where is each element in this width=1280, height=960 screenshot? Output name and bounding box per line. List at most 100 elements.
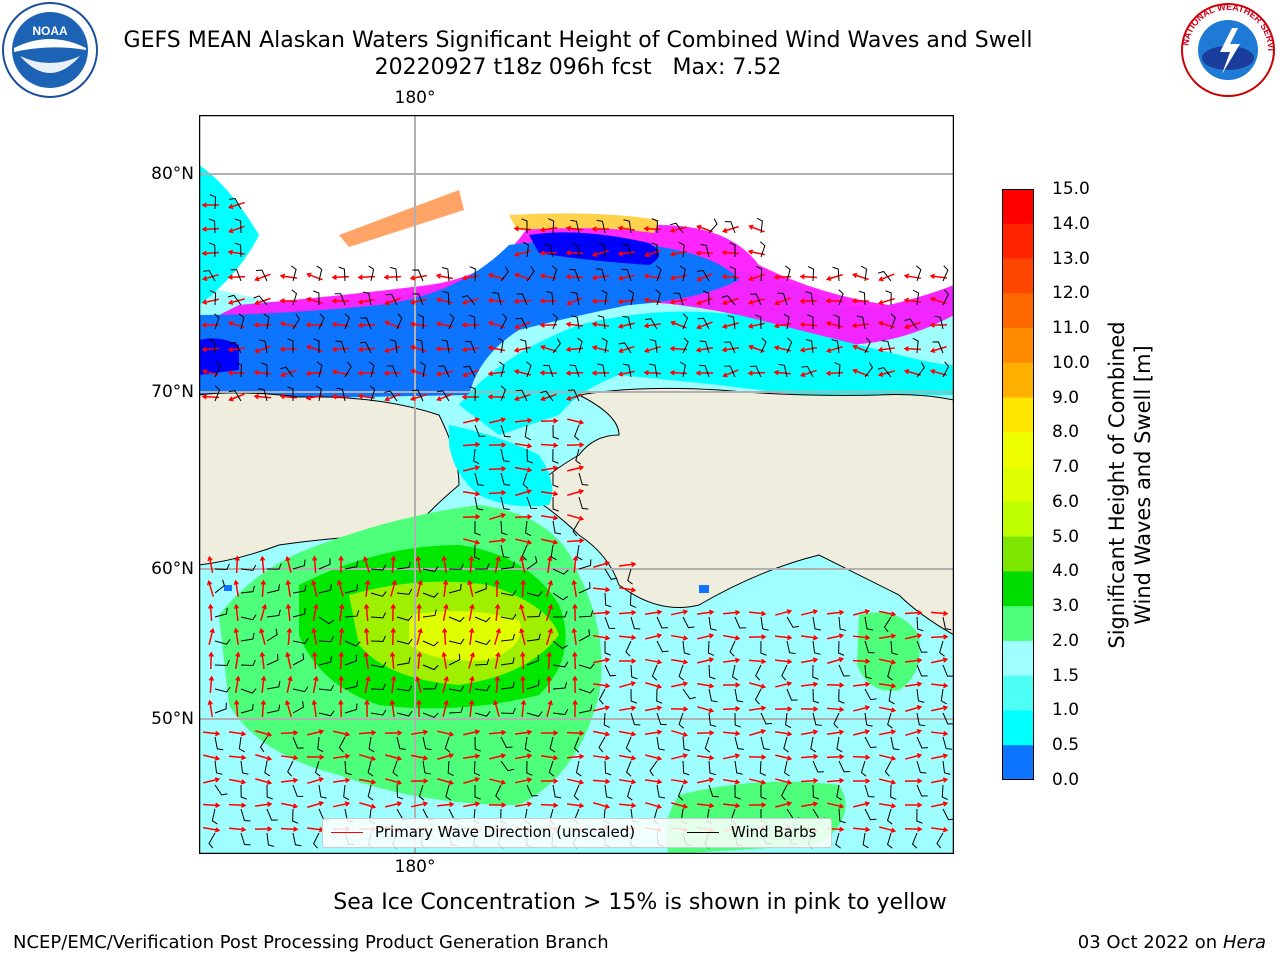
wave-arrow bbox=[879, 778, 895, 784]
wave-arrow-head bbox=[540, 396, 546, 402]
wave-arrow bbox=[904, 347, 922, 351]
wave-arrow bbox=[235, 700, 239, 718]
colorbar-axis-label-line1: Significant Height of Combined bbox=[1105, 321, 1129, 649]
wave-arrow-head bbox=[761, 802, 767, 808]
wave-arrow bbox=[338, 581, 344, 597]
wave-arrow-head bbox=[201, 322, 207, 328]
wave-arrow bbox=[827, 345, 843, 353]
wind-barb bbox=[596, 219, 606, 234]
wind-barb bbox=[552, 338, 562, 354]
wind-barb bbox=[569, 268, 580, 282]
wind-barb bbox=[515, 317, 528, 330]
wave-arrow bbox=[904, 683, 922, 687]
wave-arrow bbox=[749, 729, 765, 737]
wind-barb bbox=[344, 313, 350, 330]
arctic-deep-blue-left bbox=[199, 338, 239, 375]
wave-arrow bbox=[333, 730, 349, 736]
wave-arrow-head bbox=[357, 274, 363, 280]
lat-label-80: 80°N bbox=[151, 164, 194, 184]
wave-arrow bbox=[261, 556, 265, 574]
wave-arrow bbox=[931, 706, 947, 712]
wave-arrow-head bbox=[311, 555, 318, 561]
wind-barb bbox=[864, 362, 874, 378]
wind-barb bbox=[338, 266, 346, 282]
colorbar-cell bbox=[1002, 501, 1034, 538]
wind-barb bbox=[474, 784, 481, 800]
wind-barb bbox=[474, 639, 491, 646]
wind-barb bbox=[266, 808, 278, 821]
wave-arrow-head bbox=[669, 345, 675, 352]
wind-barb bbox=[916, 760, 927, 774]
wave-arrow bbox=[306, 827, 324, 831]
wave-arrow-head bbox=[773, 369, 779, 376]
colorbar-cell bbox=[1002, 189, 1034, 225]
wave-arrow-head bbox=[526, 753, 533, 759]
wind-barb bbox=[942, 760, 951, 775]
wind-barb bbox=[678, 664, 684, 681]
wave-arrow bbox=[442, 652, 448, 670]
wave-arrow-head bbox=[877, 346, 884, 353]
wind-barb bbox=[884, 760, 892, 777]
wave-arrow bbox=[671, 226, 687, 232]
wave-arrow bbox=[748, 707, 766, 711]
wave-arrow-head bbox=[435, 321, 442, 327]
wind-barb bbox=[570, 291, 580, 306]
wave-arrow-head bbox=[370, 755, 377, 762]
wave-arrow bbox=[280, 731, 298, 735]
wave-arrow-head bbox=[279, 298, 285, 304]
wave-arrow bbox=[203, 754, 219, 760]
wave-arrow bbox=[775, 297, 791, 305]
wave-arrow bbox=[540, 514, 558, 520]
wave-arrow-head bbox=[800, 372, 806, 378]
wind-barb bbox=[344, 680, 359, 690]
wave-arrow-head bbox=[383, 274, 389, 280]
wave-arrow bbox=[203, 273, 219, 281]
wave-arrow bbox=[332, 395, 350, 399]
wave-arrow-head bbox=[241, 826, 247, 833]
wave-arrow-head bbox=[357, 393, 364, 399]
wave-arrow-head bbox=[384, 320, 390, 326]
wave-arrow bbox=[437, 778, 453, 784]
wave-arrow bbox=[494, 629, 500, 645]
wind-barb bbox=[474, 582, 487, 594]
wave-arrow bbox=[411, 369, 427, 377]
wave-arrow bbox=[592, 779, 610, 783]
wind-barb bbox=[257, 388, 268, 402]
wave-arrow-head bbox=[682, 753, 689, 759]
wave-arrow bbox=[515, 346, 531, 352]
colorbar-tick-label: 15.0 bbox=[1052, 179, 1090, 199]
wind-barb bbox=[208, 218, 216, 234]
wave-arrow bbox=[463, 538, 479, 544]
wave-arrow-head bbox=[266, 801, 273, 808]
wave-arrow-head bbox=[682, 803, 689, 809]
wave-arrow bbox=[930, 731, 948, 735]
wave-arrow bbox=[567, 514, 583, 520]
wave-arrow bbox=[722, 731, 740, 735]
wave-arrow bbox=[931, 658, 947, 664]
wind-barb bbox=[547, 218, 555, 234]
wave-arrow-head bbox=[228, 396, 234, 402]
wave-arrow-head bbox=[344, 731, 351, 737]
wave-arrow-head bbox=[539, 344, 546, 351]
wave-arrow-head bbox=[390, 603, 396, 609]
wave-arrow-head bbox=[617, 298, 624, 305]
wave-arrow bbox=[566, 803, 584, 807]
wave-arrow-head bbox=[709, 730, 715, 736]
wind-barb bbox=[280, 366, 294, 378]
map-legend: Primary Wave Direction (unscaled) Wind B… bbox=[322, 818, 832, 848]
wind-barb bbox=[724, 341, 736, 354]
wave-arrow bbox=[904, 659, 922, 663]
wave-arrow-head bbox=[916, 681, 923, 687]
wave-arrow-head bbox=[469, 651, 475, 658]
wave-arrow-head bbox=[721, 273, 727, 280]
colorbar-tick-label: 11.0 bbox=[1052, 318, 1090, 339]
wave-arrow bbox=[749, 778, 765, 784]
wave-arrow bbox=[852, 635, 870, 639]
wind-barb bbox=[942, 712, 954, 725]
wave-arrow-head bbox=[214, 777, 221, 783]
wind-barb bbox=[418, 784, 425, 801]
wave-arrow bbox=[696, 346, 714, 352]
wind-barb bbox=[526, 610, 542, 618]
wave-arrow bbox=[567, 418, 583, 424]
wind-barb bbox=[338, 736, 346, 753]
